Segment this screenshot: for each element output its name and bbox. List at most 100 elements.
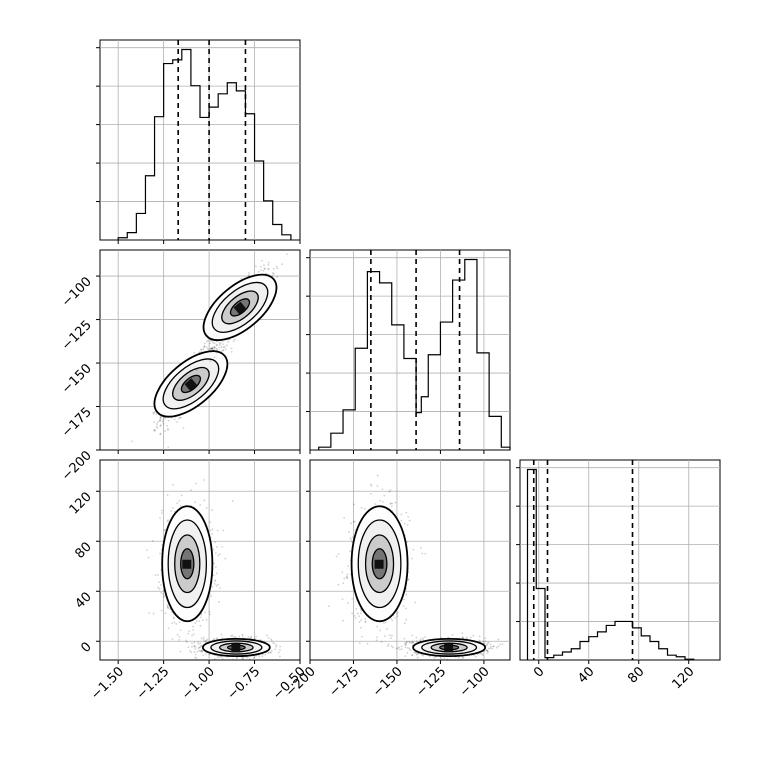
scatter-p1-p3-pt <box>194 656 197 659</box>
scatter-p2-p3-pt <box>414 651 417 654</box>
scatter-p1-p3-pt <box>275 644 278 647</box>
scatter-p1-p2-pt <box>272 272 275 275</box>
scatter-p1-p3-pt <box>241 657 244 660</box>
scatter-p1-p3-pt <box>163 594 165 597</box>
scatter-p1-p2-pt <box>218 346 221 349</box>
scatter-p1-p3-pt <box>178 621 181 624</box>
scatter-p1-p3-pt <box>216 529 219 532</box>
scatter-p1-p2-peak-0 <box>184 378 198 391</box>
scatter-p1-p2-pt <box>213 346 216 349</box>
scatter-p1-p2-pt <box>255 265 257 268</box>
scatter-p2-p3-pt <box>414 601 417 604</box>
scatter-p1-p2-pt <box>156 421 159 424</box>
scatter-p2-p3-pt <box>364 620 367 623</box>
scatter-p1-p3-pt <box>218 655 221 658</box>
scatter-p1-p3-pt <box>202 636 205 639</box>
scatter-p2-p3-pt <box>486 649 488 652</box>
scatter-p1-p3-pt <box>213 637 215 640</box>
scatter-p1-p3-pt <box>173 621 176 624</box>
scatter-p1-p3-pt <box>199 624 202 627</box>
scatter-p1-p3-pt <box>214 580 216 583</box>
hist-p3-steps <box>526 468 695 660</box>
scatter-p1-p3-pt <box>167 519 170 522</box>
scatter-p1-p2-pt <box>211 347 214 350</box>
scatter-p2-p3-pt <box>386 645 389 647</box>
scatter-p2-p3-pt <box>400 513 403 516</box>
scatter-p1-p3-pt <box>191 634 193 637</box>
scatter-p1-p2-pt <box>159 419 161 422</box>
scatter-p1-p2-pt <box>210 347 213 350</box>
scatter-p1-p3-pt <box>210 595 212 597</box>
scatter-p1-p3-peak-0 <box>182 559 192 569</box>
scatter-p1-p2-pt <box>276 267 279 270</box>
scatter-p2-p3-pt <box>412 548 415 551</box>
scatter-p2-p3-pt <box>376 485 379 487</box>
scatter-p1-p3-pt <box>185 641 188 644</box>
scatter-p1-p3-pt <box>218 600 221 603</box>
scatter-p1-p2-pt <box>210 350 212 353</box>
scatter-p2-p3-pt <box>379 499 382 502</box>
scatter-p1-p3-pt <box>148 612 151 614</box>
scatter-p1-p2-pt <box>158 419 161 422</box>
scatter-p2-p3-pt <box>446 658 449 660</box>
scatter-p2-p3-pt <box>359 612 362 615</box>
scatter-p1-p3-pt <box>220 656 222 658</box>
scatter-p1-p3-pt <box>204 640 207 642</box>
scatter-p2-p3-pt <box>415 636 418 639</box>
scatter-p1-p3-pt <box>169 608 172 611</box>
scatter-p2-p3-pt <box>346 573 349 576</box>
scatter-p2-p3-pt <box>406 652 409 654</box>
scatter-p1-p3-pt <box>209 529 212 532</box>
scatter-p1-p2-pt <box>176 421 179 423</box>
scatter-p1-p3-pt <box>267 652 269 655</box>
scatter-p2-p3-pt <box>349 550 351 553</box>
scatter-p1-p3-pt <box>246 656 249 659</box>
hist-p1-steps <box>117 48 292 240</box>
scatter-p2-p3-pt <box>466 636 468 639</box>
scatter-p1-p3-pt <box>203 499 206 502</box>
scatter-p2-p3-pt <box>394 501 397 504</box>
scatter-p2-p3-pt <box>369 492 372 495</box>
scatter-p1-p2-pt <box>166 424 168 427</box>
scatter-p1-p3-pt <box>214 579 217 582</box>
scatter-p1-p3-pt <box>270 638 273 641</box>
scatter-p1-p2-pt <box>200 348 203 351</box>
scatter-p2-p3-pt <box>387 643 390 646</box>
scatter-p1-p3-pt <box>158 581 161 584</box>
scatter-p1-p3-pt <box>179 505 182 507</box>
scatter-p1-p3-pt <box>158 587 161 590</box>
scatter-p2-p3-pt <box>391 502 394 505</box>
scatter-p1-p3-pt <box>187 632 190 635</box>
scatter-p1-p2-peak-1 <box>233 301 247 315</box>
scatter-p2-p3-pt <box>350 522 353 525</box>
scatter-p1-p3-pt <box>235 657 238 659</box>
scatter-p2-p3-pt <box>384 635 386 637</box>
scatter-p2-p3-pt <box>358 621 361 623</box>
scatter-p1-p2-pt <box>154 429 156 432</box>
scatter-p2-p3-pt <box>394 616 397 619</box>
scatter-p1-p3-pt <box>270 639 273 642</box>
scatter-p1-p2-pt <box>215 351 218 354</box>
scatter-p2-p3-pt <box>383 494 386 497</box>
scatter-p1-p3-pt <box>163 529 166 532</box>
scatter-p2-p3-pt <box>489 647 492 650</box>
scatter-p1-p3-pt <box>218 587 221 589</box>
scatter-p2-p3-pt <box>407 516 410 518</box>
scatter-p1-p3-pt <box>197 641 200 644</box>
scatter-p1-p3-pt <box>192 625 194 628</box>
scatter-p2-p3-pt <box>366 642 369 645</box>
scatter-p1-p3-pt <box>161 509 163 512</box>
scatter-p1-p2-pt <box>212 346 214 349</box>
scatter-p2-p3-pt <box>353 503 355 506</box>
scatter-p1-p2-pt <box>198 351 201 354</box>
scatter-p1-p3-pt <box>152 612 155 615</box>
scatter-p1-p3-pt <box>217 554 220 557</box>
scatter-p1-p3-pt <box>242 657 244 660</box>
scatter-p2-p3-pt <box>484 640 487 643</box>
scatter-p1-p3-pt <box>154 574 157 577</box>
scatter-p2-p3-pt <box>389 489 392 491</box>
scatter-p1-p2-pt <box>153 421 155 423</box>
scatter-p2-p3-pt <box>421 637 424 640</box>
scatter-p2-p3-pt <box>487 641 490 644</box>
scatter-p2-p3-pt <box>406 524 409 526</box>
